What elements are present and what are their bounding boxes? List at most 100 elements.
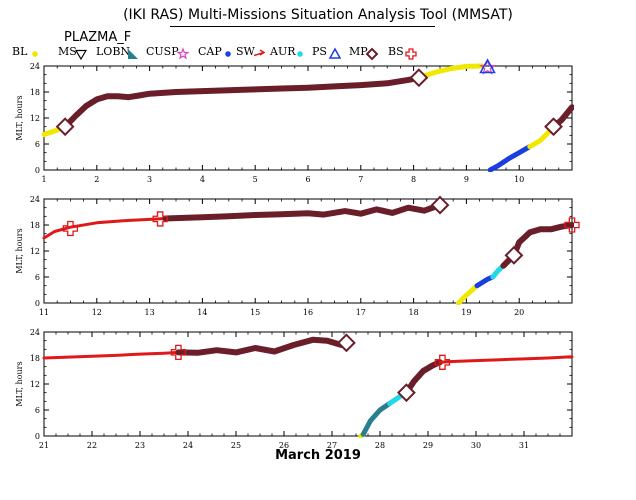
- legend-label-cap: CAP: [198, 45, 222, 58]
- y-tick-label: 12: [30, 380, 40, 389]
- series-line-lobn: [360, 401, 393, 437]
- legend-marker-lobn: [128, 49, 138, 59]
- x-tick-label: 21: [39, 441, 49, 450]
- legend-item-aur: AUR: [270, 45, 303, 58]
- x-tick-label: 27: [327, 441, 337, 450]
- chart-title: (IKI RAS) Multi-Missions Situation Analy…: [123, 7, 513, 23]
- x-tick-label: 31: [519, 441, 529, 450]
- legend-label-ms: MS: [58, 45, 77, 58]
- y-tick-label: 12: [30, 114, 40, 123]
- mission-label: PLAZMA_F: [64, 30, 132, 45]
- legend-marker-cap: [225, 51, 231, 57]
- marker-mp: [544, 117, 563, 137]
- legend-label-bl: BL: [12, 45, 28, 58]
- y-tick-label: 24: [30, 62, 40, 71]
- x-tick-label: 26: [279, 441, 289, 450]
- x-tick-label: 1: [41, 175, 46, 184]
- legend-label-sw: SW: [236, 45, 255, 58]
- legend-marker-bl: [32, 51, 38, 57]
- legend-symbol-sw: [253, 49, 266, 57]
- plot-frame: [43, 331, 573, 437]
- legend-item-ps: PS: [312, 45, 342, 59]
- y-tick-label: 18: [30, 354, 40, 363]
- marker-mp: [409, 68, 429, 88]
- marker-cusp: [479, 58, 496, 75]
- y-tick-label: 24: [30, 195, 40, 204]
- legend-marker-mp: [365, 47, 379, 61]
- y-axis-label: MLT, hours: [15, 361, 24, 406]
- x-tick-label: 25: [231, 441, 241, 450]
- x-tick-label: 10: [514, 175, 524, 184]
- series-group: [42, 202, 574, 305]
- marker-mp: [336, 333, 356, 353]
- y-tick-label: 0: [35, 166, 40, 175]
- y-tick-label: 24: [30, 328, 40, 337]
- x-tick-label: 9: [464, 175, 469, 184]
- series-line-cap: [487, 144, 533, 172]
- legend-label-mp: MP: [349, 45, 368, 58]
- y-tick-label: 6: [35, 140, 40, 149]
- series-line-sw: [42, 350, 180, 360]
- legend-symbol-bs: [405, 48, 417, 60]
- legend-label-ps: PS: [312, 45, 327, 58]
- x-tick-label: 6: [305, 175, 310, 184]
- legend-item-cusp: CUSP: [146, 45, 190, 60]
- x-tick-label: 12: [92, 308, 102, 317]
- x-tick-label: 20: [514, 308, 524, 317]
- marker-bs: [434, 354, 451, 370]
- legend-symbol-ms: [74, 49, 88, 61]
- legend-symbol-bl: [32, 51, 38, 57]
- y-tick-label: 18: [30, 88, 40, 97]
- y-tick-label: 12: [30, 247, 40, 256]
- marker-bs: [170, 344, 187, 361]
- series-line-mp: [403, 359, 443, 396]
- x-tick-label: 14: [197, 308, 207, 317]
- series-line-mp: [175, 336, 345, 356]
- legend-item-lobn: LOBN: [96, 45, 138, 59]
- marker-bs: [152, 211, 168, 227]
- legend-marker-bs: [405, 48, 417, 60]
- x-tick-label: 15: [250, 308, 260, 317]
- marker-ps: [479, 58, 496, 74]
- x-tick-label: 19: [461, 308, 471, 317]
- series-group: [42, 63, 574, 172]
- legend-item-sw: SW: [236, 45, 266, 58]
- series-line-sw: [42, 217, 167, 240]
- marker-mp: [396, 383, 416, 403]
- legend-marker-cusp: [176, 47, 190, 60]
- x-tick-label: 30: [471, 441, 481, 450]
- y-axis-label: MLT, hours: [15, 95, 24, 140]
- legend-item-ms: MS: [58, 45, 88, 61]
- x-tick-label: 23: [135, 441, 145, 450]
- series-line-mp: [62, 74, 422, 130]
- legend-marker-ms: [74, 49, 88, 61]
- x-tick-label: 7: [358, 175, 363, 184]
- legend-symbol-mp: [365, 47, 379, 61]
- marker-bs: [62, 220, 79, 237]
- legend-item-mp: MP: [349, 45, 379, 61]
- x-tick-label: 28: [375, 441, 385, 450]
- y-axis-label: MLT, hours: [15, 228, 24, 273]
- y-tick-label: 0: [35, 432, 40, 441]
- title-underline: [170, 26, 435, 27]
- legend-label-aur: AUR: [270, 45, 296, 58]
- panel-3: 21 22 23 24 25 26 27 28 29 30 31 0 6 12 18 24 MLT, hours: [15, 328, 574, 450]
- x-tick-label: 13: [145, 308, 155, 317]
- legend-symbol-cusp: [176, 47, 190, 60]
- x-tick-label: 17: [356, 308, 366, 317]
- x-tick-label: 5: [253, 175, 258, 184]
- marker-bs: [564, 217, 580, 233]
- legend-symbol-aur: [297, 51, 303, 57]
- legend-symbol-cap: [225, 51, 231, 57]
- x-tick-label: 2: [94, 175, 99, 184]
- series-line-sw: [438, 355, 574, 364]
- x-tick-label: 11: [39, 308, 49, 317]
- x-tick-label: 18: [409, 308, 419, 317]
- x-tick-label: 24: [183, 441, 193, 450]
- series-group: [42, 336, 574, 438]
- legend-label-cusp: CUSP: [146, 45, 179, 58]
- month-label: March 2019: [275, 448, 361, 463]
- legend-symbol-ps: [328, 47, 342, 59]
